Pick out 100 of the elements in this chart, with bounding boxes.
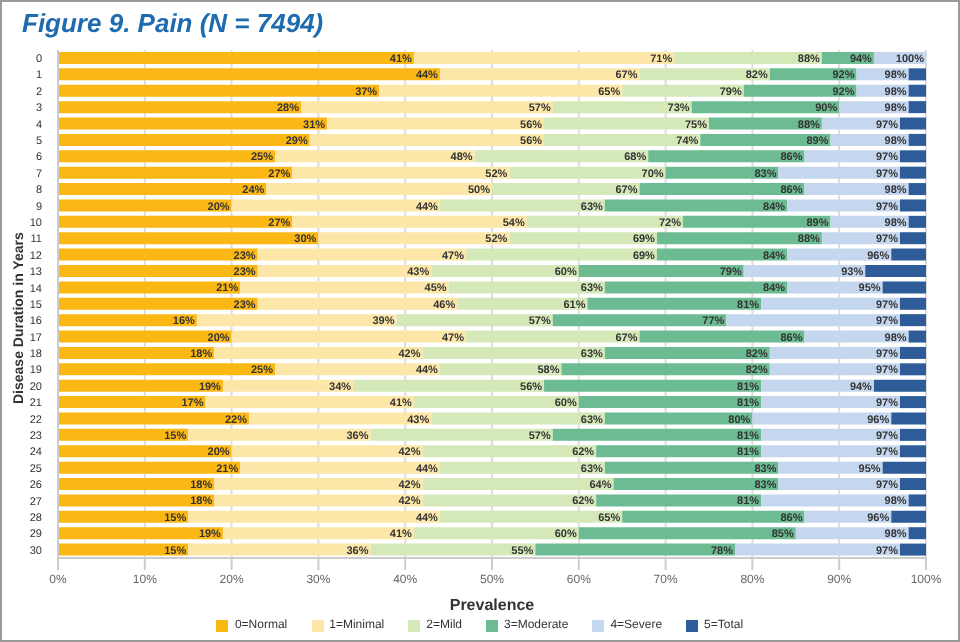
bar <box>752 412 892 425</box>
bar <box>613 478 779 491</box>
bar <box>439 199 605 212</box>
bar <box>257 265 432 277</box>
bar <box>231 330 466 343</box>
chart-title: Figure 9. Pain (N = 7494) <box>22 8 324 38</box>
bar <box>648 150 805 163</box>
bar <box>214 494 423 507</box>
bar <box>639 68 770 81</box>
bar <box>58 133 310 146</box>
bar <box>882 461 926 474</box>
bar <box>58 117 328 130</box>
bar <box>700 133 831 146</box>
bar <box>431 412 605 425</box>
bar <box>58 232 319 245</box>
bar <box>58 84 380 97</box>
bar <box>526 215 683 228</box>
bar <box>769 346 900 359</box>
bar <box>196 314 397 327</box>
bar <box>552 314 727 327</box>
bar <box>908 527 926 540</box>
bar <box>396 314 553 327</box>
bar <box>509 232 657 245</box>
bar <box>465 248 657 261</box>
bar <box>908 68 926 81</box>
bar <box>908 101 926 114</box>
bar <box>561 363 770 376</box>
bar <box>58 494 215 507</box>
bar <box>604 346 770 359</box>
bar <box>552 428 762 441</box>
bar <box>899 232 926 245</box>
bar <box>761 428 900 441</box>
bar <box>544 379 762 392</box>
bar <box>309 133 545 146</box>
bar <box>726 314 900 327</box>
bar <box>492 183 640 196</box>
bar <box>413 527 579 540</box>
bar <box>231 199 440 212</box>
bar <box>422 445 597 458</box>
bar <box>474 150 649 163</box>
bar <box>422 346 605 359</box>
bar <box>899 117 926 130</box>
bar <box>214 346 423 359</box>
bar <box>439 68 640 81</box>
bar <box>682 215 831 228</box>
bar <box>58 248 258 261</box>
bar <box>222 527 414 540</box>
bar <box>509 166 666 179</box>
bar <box>891 412 926 425</box>
bar <box>58 183 267 196</box>
bar <box>58 199 232 212</box>
bar <box>604 412 753 425</box>
bar <box>761 297 900 310</box>
bar <box>899 363 926 376</box>
bar <box>222 379 354 392</box>
bar <box>674 51 822 64</box>
bar <box>58 445 232 458</box>
bar <box>604 281 788 294</box>
bar <box>639 330 805 343</box>
bar <box>431 265 579 277</box>
bar <box>891 510 926 523</box>
bar <box>761 396 900 409</box>
bar <box>596 494 762 507</box>
bar <box>58 68 440 81</box>
bar <box>301 101 553 114</box>
bar <box>908 183 926 196</box>
bar <box>882 281 926 294</box>
bar <box>58 543 189 556</box>
bar <box>214 478 423 491</box>
bar <box>58 461 241 474</box>
bar <box>899 297 926 310</box>
bar <box>413 51 675 64</box>
bar <box>240 461 440 474</box>
bar <box>370 428 553 441</box>
bar <box>240 281 449 294</box>
bar <box>604 199 788 212</box>
bar <box>578 265 744 277</box>
bar <box>899 346 926 359</box>
bar <box>908 215 926 228</box>
bar <box>908 330 926 343</box>
bar <box>622 510 805 523</box>
bar <box>439 510 623 523</box>
bar <box>899 543 926 556</box>
bar <box>899 445 926 458</box>
bar <box>58 363 275 376</box>
bar <box>379 84 623 97</box>
bar <box>448 281 605 294</box>
bar <box>457 297 588 310</box>
bar <box>873 379 926 392</box>
bar <box>656 248 788 261</box>
bar <box>544 117 709 130</box>
bar <box>465 330 640 343</box>
bar <box>275 363 440 376</box>
bar <box>899 199 926 212</box>
bar <box>257 297 458 310</box>
x-axis-title: Prevalence <box>449 596 536 614</box>
bar <box>769 363 900 376</box>
bar <box>552 101 692 114</box>
bar <box>787 199 900 212</box>
bar <box>292 166 510 179</box>
